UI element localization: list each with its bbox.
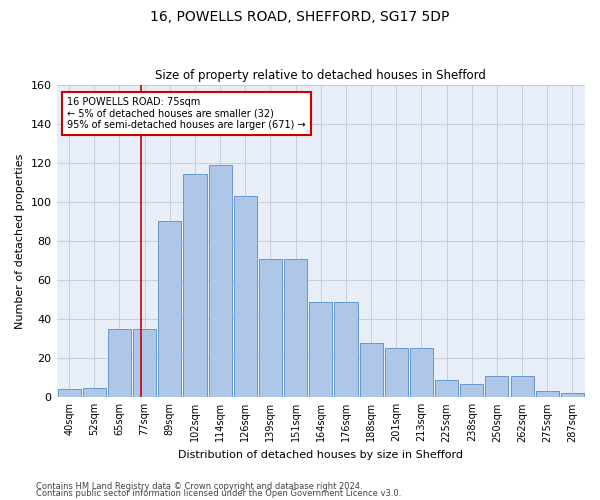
Bar [184,174,206,398]
Bar [284,258,307,398]
Bar [234,196,257,398]
Bar [259,258,282,398]
Bar [561,394,584,398]
Bar [435,380,458,398]
Bar [58,390,80,398]
Bar [158,222,181,398]
Text: Contains HM Land Registry data © Crown copyright and database right 2024.: Contains HM Land Registry data © Crown c… [36,482,362,491]
Bar [410,348,433,398]
X-axis label: Distribution of detached houses by size in Shefford: Distribution of detached houses by size … [178,450,463,460]
Bar [334,302,358,398]
Bar [209,164,232,398]
Bar [485,376,508,398]
Bar [460,384,484,398]
Bar [359,342,383,398]
Bar [385,348,408,398]
Y-axis label: Number of detached properties: Number of detached properties [15,153,25,328]
Text: Contains public sector information licensed under the Open Government Licence v3: Contains public sector information licen… [36,490,401,498]
Bar [511,376,533,398]
Bar [108,329,131,398]
Bar [536,392,559,398]
Bar [133,329,156,398]
Title: Size of property relative to detached houses in Shefford: Size of property relative to detached ho… [155,69,486,82]
Text: 16 POWELLS ROAD: 75sqm
← 5% of detached houses are smaller (32)
95% of semi-deta: 16 POWELLS ROAD: 75sqm ← 5% of detached … [67,97,306,130]
Bar [83,388,106,398]
Bar [309,302,332,398]
Text: 16, POWELLS ROAD, SHEFFORD, SG17 5DP: 16, POWELLS ROAD, SHEFFORD, SG17 5DP [151,10,449,24]
